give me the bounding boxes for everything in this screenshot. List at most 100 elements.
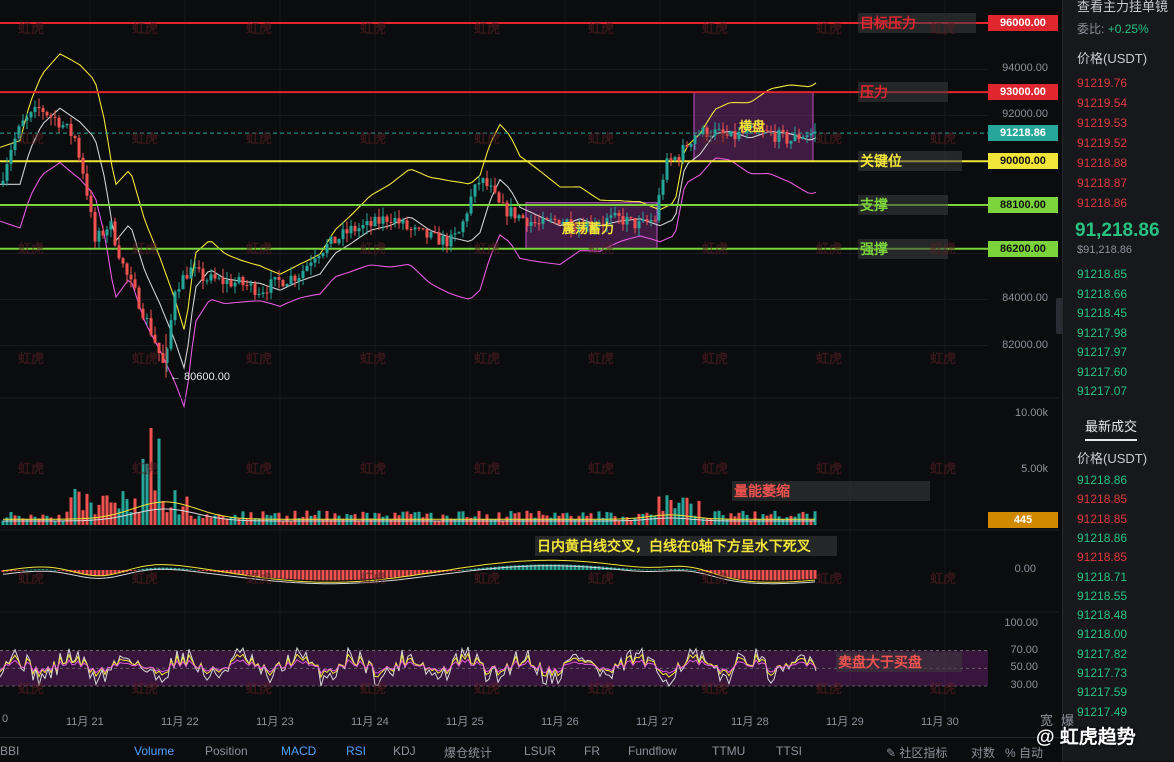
macd-histogram-bar	[225, 570, 229, 574]
tab-kdj[interactable]: KDJ	[393, 744, 416, 758]
tab-bbi[interactable]: BBI	[0, 744, 20, 758]
candle-body	[657, 194, 661, 221]
widen-icon[interactable]: 宽	[1040, 713, 1054, 728]
candle-body	[345, 229, 349, 234]
date-tick: 11月 28	[731, 716, 769, 728]
macd-histogram-bar	[137, 569, 141, 571]
macd-histogram-bar	[189, 569, 193, 571]
level-price-tag: 88100.00	[988, 196, 1058, 213]
macd-histogram-bar	[369, 570, 373, 580]
tab-fr[interactable]: FR	[584, 744, 600, 758]
macd-histogram-bar	[133, 570, 137, 571]
candle-body	[621, 215, 625, 225]
volume-bar	[165, 512, 169, 525]
macd-histogram-bar	[169, 567, 173, 570]
price-tick: 92000.00	[1002, 108, 1048, 121]
liquidation-icon[interactable]: 爆	[1061, 713, 1075, 728]
tab-macd[interactable]: MACD	[281, 744, 317, 758]
price-tick: 84000.00	[1002, 292, 1048, 305]
candle-body	[49, 115, 53, 117]
macd-histogram-bar	[89, 570, 93, 576]
macd-histogram-bar	[357, 570, 361, 580]
macd-histogram-bar	[405, 570, 409, 577]
candle-body	[341, 229, 345, 240]
tab-爆仓统计[interactable]: 爆仓统计	[444, 746, 493, 760]
tab-latest-trades[interactable]: 最新成交	[1085, 416, 1138, 441]
volume-bar	[697, 500, 701, 525]
candle-body	[477, 183, 481, 185]
volume-bar	[125, 499, 129, 525]
macd-histogram-bar	[773, 570, 777, 581]
candle-body	[721, 129, 725, 135]
candle-body	[173, 291, 177, 321]
tab-fundflow[interactable]: Fundflow	[628, 744, 677, 758]
trade-row: 91217.73	[1077, 666, 1128, 680]
macd-histogram-bar	[581, 565, 585, 570]
candle-body	[569, 219, 573, 230]
candle-body	[65, 123, 69, 126]
sidebar-header[interactable]: 查看主力挂单镜	[1077, 0, 1169, 14]
candle-body	[713, 129, 717, 136]
volume-bar	[801, 511, 805, 525]
macd-histogram-bar	[729, 570, 733, 578]
candle-body	[201, 268, 205, 281]
trade-row: 91218.86	[1077, 530, 1128, 545]
chart-area[interactable]	[0, 0, 1062, 737]
candle-body	[373, 216, 377, 227]
date-tick: 11月 25	[446, 716, 484, 728]
candle-body	[589, 222, 593, 228]
volume-bar	[65, 511, 69, 525]
volume-bar	[309, 515, 313, 525]
volume-bar	[577, 515, 581, 525]
candle-body	[361, 225, 365, 229]
volume-bar	[593, 519, 597, 525]
volume-bar	[157, 438, 161, 525]
volume-bar	[781, 519, 785, 525]
auto-scale-toggle[interactable]: % 自动	[1005, 746, 1044, 760]
macd-histogram-bar	[733, 570, 737, 579]
macd-histogram-bar	[465, 569, 469, 571]
macd-histogram-bar	[477, 568, 481, 570]
volume-bar	[361, 511, 365, 525]
tab-volume[interactable]: Volume	[134, 744, 175, 758]
trade-row: 91218.85	[1077, 550, 1128, 565]
candle-body	[685, 144, 689, 147]
tab-position[interactable]: Position	[205, 744, 248, 758]
volume-bar	[225, 518, 229, 525]
tab-ttmu[interactable]: TTMU	[712, 744, 746, 758]
price-header: 价格(USDT)	[1077, 51, 1148, 66]
candle-body	[169, 320, 173, 349]
macd-histogram-bar	[345, 570, 349, 581]
candle-body	[197, 267, 201, 269]
macd-histogram-bar	[541, 564, 545, 570]
candle-body	[369, 221, 373, 227]
volume-bar	[725, 519, 729, 525]
macd-histogram-bar	[521, 564, 525, 570]
macd-histogram-bar	[797, 570, 801, 580]
macd-histogram-bar	[49, 569, 53, 571]
candle-body	[673, 157, 677, 160]
candle-body	[593, 225, 597, 228]
macd-histogram-bar	[421, 570, 425, 575]
macd-histogram-bar	[73, 570, 77, 573]
volume-bar	[141, 458, 145, 525]
macd-histogram-bar	[473, 568, 477, 570]
candle-body	[229, 279, 233, 287]
tab-ttsi[interactable]: TTSI	[776, 744, 802, 758]
candle-body	[521, 215, 525, 219]
last-price-big: 91,218.86	[1075, 220, 1160, 241]
candle-body	[421, 228, 425, 230]
log-scale-toggle[interactable]: 对数	[971, 746, 996, 760]
trade-row: 91217.59	[1077, 685, 1128, 700]
collapse-handle-icon[interactable]	[1056, 298, 1064, 334]
candle-body	[565, 219, 569, 222]
tab-lsur[interactable]: LSUR	[524, 744, 557, 758]
volume-tick: 5.00k	[1021, 463, 1048, 475]
volume-bar	[329, 519, 333, 525]
candle-body	[509, 207, 513, 217]
tab-rsi[interactable]: RSI	[346, 744, 367, 758]
date-tick: 11月 22	[161, 716, 199, 728]
candle-body	[157, 342, 161, 354]
macd-histogram-bar	[249, 570, 253, 576]
community-indicators-button[interactable]: ✎ 社区指标	[886, 746, 948, 760]
